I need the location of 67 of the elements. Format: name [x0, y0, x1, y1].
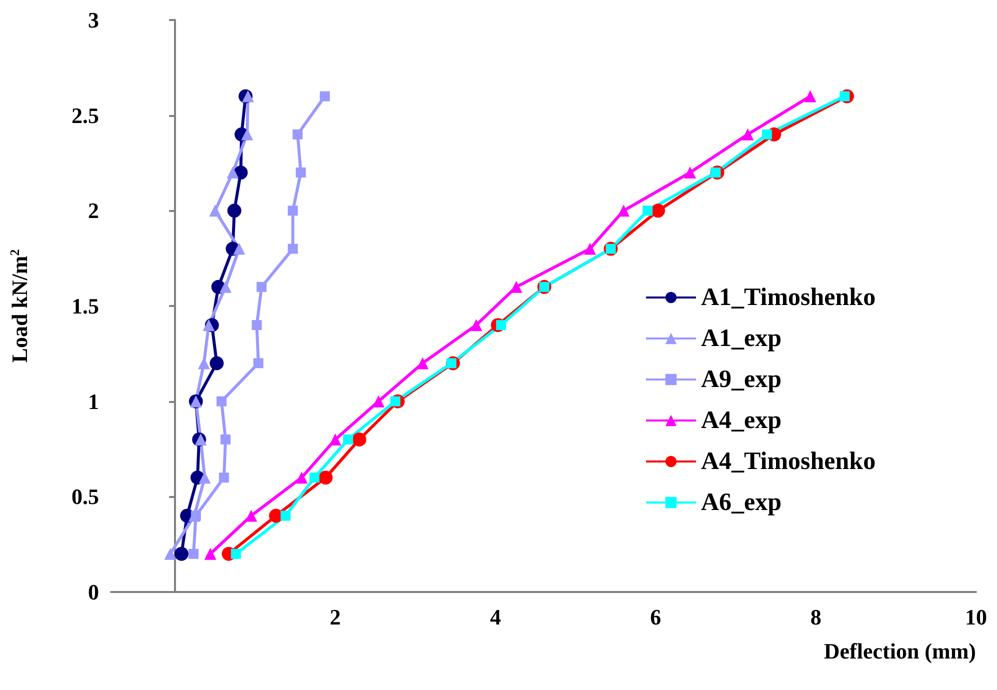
- point: [618, 204, 630, 217]
- point: [245, 510, 258, 522]
- point: [164, 548, 176, 560]
- point: [209, 204, 222, 217]
- point: [642, 206, 653, 216]
- point: [318, 470, 333, 485]
- point: [584, 242, 596, 255]
- point: [352, 432, 366, 446]
- point: [288, 244, 298, 254]
- point: [309, 472, 320, 483]
- point: [296, 168, 306, 178]
- y-tick-label: 1: [88, 388, 99, 414]
- point: [202, 319, 215, 332]
- legend-label: A4_exp: [701, 407, 782, 434]
- point: [343, 434, 354, 444]
- point: [233, 242, 246, 255]
- point: [296, 472, 308, 484]
- point: [762, 129, 772, 140]
- legend-label: A4_Timoshenko: [701, 448, 876, 475]
- x-tick-label: 10: [965, 604, 987, 630]
- point: [204, 548, 216, 560]
- point: [651, 204, 666, 218]
- point: [227, 204, 242, 218]
- legend-label: A9_exp: [701, 366, 782, 393]
- point: [252, 320, 262, 330]
- point: [188, 548, 198, 559]
- point: [320, 91, 330, 102]
- point: [242, 90, 254, 102]
- legend-label: A6_exp: [701, 489, 782, 516]
- point: [253, 358, 264, 368]
- point: [216, 396, 227, 406]
- point: [372, 395, 385, 408]
- point: [174, 546, 188, 561]
- point: [416, 357, 429, 370]
- point: [329, 433, 342, 446]
- legend-label: A1_Timoshenko: [701, 284, 876, 311]
- point: [292, 129, 303, 140]
- point: [742, 128, 754, 140]
- legend-label: A1_exp: [701, 325, 782, 352]
- point: [198, 472, 211, 484]
- point: [190, 510, 201, 521]
- point: [241, 128, 254, 140]
- point: [220, 280, 232, 293]
- point: [194, 433, 207, 446]
- point: [220, 434, 231, 444]
- point: [230, 548, 241, 559]
- y-tick-label: 3: [88, 8, 99, 32]
- point: [210, 356, 224, 370]
- point: [804, 90, 816, 102]
- point: [256, 282, 267, 292]
- point: [218, 472, 229, 483]
- point: [684, 166, 696, 179]
- x-tick-label: 6: [650, 604, 662, 630]
- x-axis-title: Deflection (mm): [824, 638, 976, 664]
- x-tick-label: 2: [330, 604, 341, 630]
- y-tick-label: 0: [88, 580, 99, 604]
- x-tick-label: 8: [810, 604, 822, 630]
- point: [280, 510, 291, 521]
- point: [470, 319, 482, 332]
- y-tick-label: 1.5: [72, 294, 99, 318]
- y-tick-label: 2: [88, 198, 99, 224]
- point: [226, 166, 239, 179]
- point: [288, 206, 298, 216]
- x-tick-label: 4: [490, 604, 501, 630]
- y-axis-title: Load kN/m2: [7, 249, 32, 363]
- y-tick-label: 0.5: [72, 484, 99, 510]
- y-tick-label: 2.5: [72, 102, 99, 128]
